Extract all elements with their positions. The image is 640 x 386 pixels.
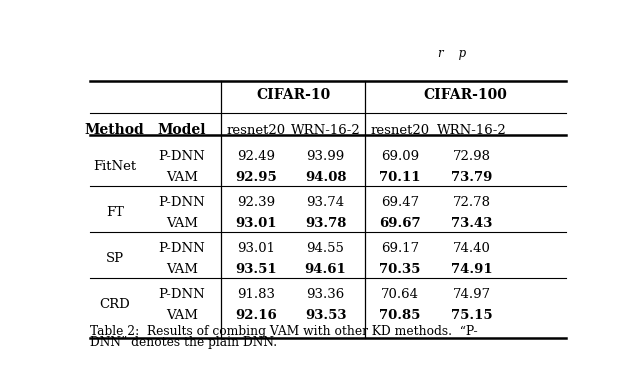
Text: 73.43: 73.43 xyxy=(451,217,493,230)
Text: CRD: CRD xyxy=(99,298,130,312)
Text: 70.11: 70.11 xyxy=(379,171,420,184)
Text: 93.01: 93.01 xyxy=(236,217,277,230)
Text: 92.95: 92.95 xyxy=(236,171,277,184)
Text: DNN” denotes the plain DNN.: DNN” denotes the plain DNN. xyxy=(90,335,277,349)
Text: Method: Method xyxy=(85,123,145,137)
Text: 93.36: 93.36 xyxy=(307,288,345,301)
Text: 91.83: 91.83 xyxy=(237,288,275,301)
Text: 70.64: 70.64 xyxy=(381,288,419,301)
Text: 69.47: 69.47 xyxy=(381,196,419,209)
Text: 72.78: 72.78 xyxy=(453,196,491,209)
Text: WRN-16-2: WRN-16-2 xyxy=(437,124,507,137)
Text: 72.98: 72.98 xyxy=(453,150,491,163)
Text: P-DNN: P-DNN xyxy=(158,242,205,255)
Text: 74.91: 74.91 xyxy=(451,263,493,276)
Text: 93.51: 93.51 xyxy=(236,263,277,276)
Text: 93.53: 93.53 xyxy=(305,309,346,322)
Text: CIFAR-10: CIFAR-10 xyxy=(256,88,330,102)
Text: FT: FT xyxy=(106,206,124,219)
Text: resnet20: resnet20 xyxy=(227,124,285,137)
Text: 93.74: 93.74 xyxy=(307,196,344,209)
Text: 70.85: 70.85 xyxy=(380,309,420,322)
Text: 92.39: 92.39 xyxy=(237,196,275,209)
Text: 70.35: 70.35 xyxy=(380,263,420,276)
Text: SP: SP xyxy=(106,252,124,265)
Text: VAM: VAM xyxy=(166,263,198,276)
Text: 69.67: 69.67 xyxy=(379,217,420,230)
Text: P-DNN: P-DNN xyxy=(158,196,205,209)
Text: VAM: VAM xyxy=(166,309,198,322)
Text: VAM: VAM xyxy=(166,217,198,230)
Text: 94.61: 94.61 xyxy=(305,263,346,276)
Text: Model: Model xyxy=(157,123,206,137)
Text: FitNet: FitNet xyxy=(93,160,136,173)
Text: 94.08: 94.08 xyxy=(305,171,346,184)
Text: P-DNN: P-DNN xyxy=(158,288,205,301)
Text: r    p: r p xyxy=(438,47,466,60)
Text: 92.16: 92.16 xyxy=(236,309,277,322)
Text: 93.99: 93.99 xyxy=(307,150,345,163)
Text: Table 2:  Results of combing VAM with other KD methods.  “P-: Table 2: Results of combing VAM with oth… xyxy=(90,325,477,338)
Text: 94.55: 94.55 xyxy=(307,242,344,255)
Text: 74.97: 74.97 xyxy=(452,288,491,301)
Text: 73.79: 73.79 xyxy=(451,171,493,184)
Text: 69.17: 69.17 xyxy=(381,242,419,255)
Text: 93.78: 93.78 xyxy=(305,217,346,230)
Text: 74.40: 74.40 xyxy=(453,242,491,255)
Text: 92.49: 92.49 xyxy=(237,150,275,163)
Text: VAM: VAM xyxy=(166,171,198,184)
Text: 69.09: 69.09 xyxy=(381,150,419,163)
Text: 75.15: 75.15 xyxy=(451,309,493,322)
Text: resnet20: resnet20 xyxy=(371,124,429,137)
Text: CIFAR-100: CIFAR-100 xyxy=(424,88,508,102)
Text: P-DNN: P-DNN xyxy=(158,150,205,163)
Text: WRN-16-2: WRN-16-2 xyxy=(291,124,360,137)
Text: 93.01: 93.01 xyxy=(237,242,275,255)
